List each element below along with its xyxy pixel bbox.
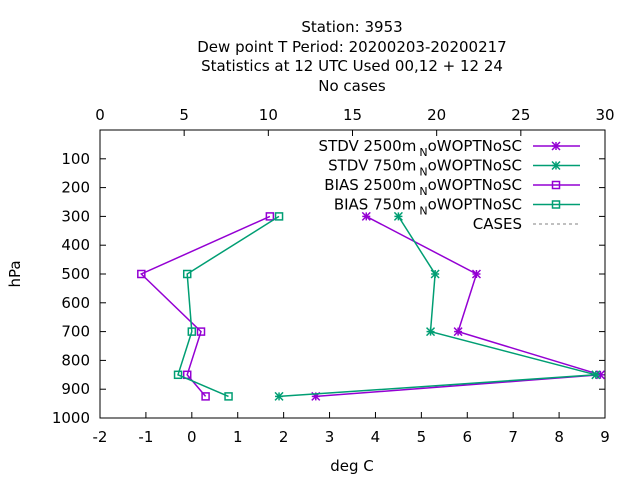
chart-title: Station: 3953 Dew point T Period: 202002… — [197, 18, 506, 95]
legend-marker — [551, 180, 561, 190]
x-tick-label: 4 — [371, 428, 381, 446]
series-line — [177, 215, 280, 398]
legend-marker — [551, 160, 561, 171]
x-axis-label: deg C — [330, 457, 374, 475]
data-point — [187, 327, 197, 336]
x-tick-label: -1 — [138, 428, 153, 446]
y-tick-label: 300 — [61, 207, 90, 225]
axes-ticks: -2 -1 0 1 2 3 4 5 6 7 8 9 0 5 10 15 20 25 30 100 200 300 400 50… — [52, 106, 615, 446]
x-tick-label: 9 — [600, 428, 610, 446]
y-axis-label: hPa — [6, 260, 24, 287]
data-point — [182, 269, 192, 279]
series-layer — [137, 211, 605, 401]
series-3 — [173, 212, 284, 401]
x2-tick-label: 20 — [427, 106, 446, 124]
y-tick-label: 500 — [61, 265, 90, 283]
legend-label: STDV 750m NoWOPTNoSC — [328, 157, 522, 179]
x2-tick-label: 30 — [595, 106, 614, 124]
series-line — [278, 215, 596, 398]
y-tick-label: 100 — [61, 150, 90, 168]
y-tick-label: 200 — [61, 179, 90, 197]
y-tick-label: 900 — [61, 380, 90, 398]
data-point — [426, 327, 436, 337]
legend-label: BIAS 750m NoWOPTNoSC — [334, 196, 522, 218]
data-point — [361, 211, 371, 221]
data-point — [196, 327, 206, 336]
data-point — [274, 391, 284, 401]
x-tick-label: 5 — [417, 428, 427, 446]
x2-tick-label: 5 — [179, 106, 189, 124]
y-tick-label: 600 — [61, 294, 90, 312]
y-tick-label: 800 — [61, 351, 90, 369]
series-line — [315, 215, 601, 398]
legend-marker — [551, 200, 561, 209]
data-point — [591, 370, 601, 380]
series-2 — [137, 212, 275, 401]
series-1 — [274, 211, 601, 401]
x-tick-label: 0 — [187, 428, 197, 446]
x2-tick-label: 15 — [343, 106, 362, 124]
legend-label: STDV 2500m NoWOPTNoSC — [319, 137, 522, 159]
data-point — [274, 212, 284, 221]
x-tick-label: -2 — [93, 428, 108, 446]
x2-tick-label: 25 — [511, 106, 530, 124]
y-tick-label: 400 — [61, 236, 90, 254]
x-tick-label: 1 — [233, 428, 243, 446]
x-tick-label: 2 — [279, 428, 289, 446]
y-tick-label: 700 — [61, 323, 90, 341]
title-line-3: Statistics at 12 UTC Used 00,12 + 12 24 — [201, 57, 503, 75]
y-tick-label: 1000 — [52, 409, 90, 427]
legend-label: BIAS 2500m NoWOPTNoSC — [324, 176, 522, 198]
data-point — [393, 211, 403, 221]
x2-tick-label: 0 — [95, 106, 105, 124]
data-point — [265, 212, 275, 221]
title-line-4: No cases — [318, 77, 386, 95]
data-point — [453, 327, 463, 337]
x2-tick-label: 10 — [259, 106, 278, 124]
title-line-1: Station: 3953 — [301, 18, 402, 36]
x-tick-label: 6 — [462, 428, 472, 446]
data-point — [430, 269, 440, 279]
data-point — [173, 370, 183, 380]
title-line-2: Dew point T Period: 20200203-20200217 — [197, 38, 506, 56]
x-tick-label: 8 — [554, 428, 564, 446]
series-0 — [311, 211, 605, 401]
x-tick-label: 7 — [508, 428, 518, 446]
x-tick-label: 3 — [325, 428, 335, 446]
legend-label: CASES — [473, 215, 522, 233]
data-point — [201, 392, 210, 401]
data-point — [471, 269, 481, 279]
data-point — [137, 269, 146, 279]
series-line — [139, 215, 271, 397]
data-point — [224, 392, 233, 401]
legend-marker — [551, 141, 561, 151]
